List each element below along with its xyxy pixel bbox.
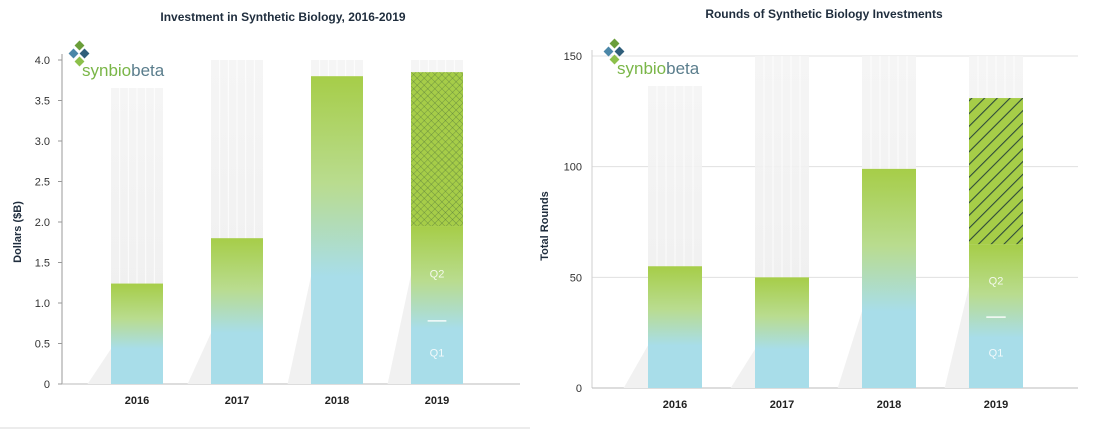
- bar-shadow: [287, 276, 311, 384]
- q1-label: Q1: [430, 347, 445, 359]
- bar-projected-hatch: [411, 72, 463, 227]
- y-tick-label: 1.5: [35, 258, 50, 270]
- q1-label: Q1: [989, 348, 1004, 360]
- x-tick-label: 2019: [984, 399, 1008, 411]
- bar-2016: [111, 283, 163, 384]
- bar-2018: [311, 76, 363, 384]
- right-y-axis-label: Total Rounds: [539, 191, 551, 260]
- left-y-axis-label: Dollars ($B): [12, 201, 24, 263]
- bar-2017: [211, 238, 263, 384]
- bar-projected-hatch: [969, 98, 1023, 245]
- bar-shadow: [187, 332, 211, 384]
- y-tick-label: 1.0: [35, 298, 50, 310]
- y-tick-label: 2.5: [35, 177, 50, 189]
- right-chart: Rounds of Synthetic Biology Investments …: [539, 7, 1078, 411]
- right-bars-layer: 2016 2017 2018 Q2 Q1 2019: [623, 56, 1023, 411]
- q2-label: Q2: [989, 276, 1004, 288]
- left-logo: synbiobeta: [68, 40, 165, 80]
- bar-shadow: [730, 349, 755, 388]
- bar-2019: [411, 226, 463, 384]
- bar-shadow: [837, 311, 862, 388]
- x-tick-label: 2019: [425, 395, 449, 407]
- left-chart-title: Investment in Synthetic Biology, 2016-20…: [160, 10, 406, 24]
- logo-word-beta: beta: [666, 59, 700, 78]
- svg-text:synbiobeta: synbiobeta: [82, 61, 165, 80]
- right-logo: synbiobeta: [603, 38, 700, 78]
- y-tick-label: 50: [570, 272, 582, 284]
- y-tick-label: 2.0: [35, 217, 50, 229]
- bar-shadow: [87, 348, 111, 384]
- y-tick-label: 3.0: [35, 136, 50, 148]
- x-tick-label: 2016: [125, 395, 149, 407]
- bar-2017: [755, 277, 809, 388]
- q2-label: Q2: [430, 268, 445, 280]
- y-tick-label: 100: [564, 162, 582, 174]
- svg-text:synbiobeta: synbiobeta: [617, 59, 700, 78]
- x-tick-label: 2017: [225, 395, 249, 407]
- right-chart-title: Rounds of Synthetic Biology Investments: [705, 7, 943, 21]
- left-chart: Investment in Synthetic Biology, 2016-20…: [12, 10, 520, 407]
- bar-shadow: [944, 286, 969, 388]
- left-bars-layer: 2016 2017 2018 Q2 Q1 2019: [87, 60, 463, 407]
- logo-word-synbio: synbio: [617, 59, 666, 78]
- y-tick-label: 4.0: [35, 55, 50, 67]
- x-tick-label: 2016: [663, 399, 687, 411]
- y-tick-label: 150: [564, 51, 582, 63]
- bar-shadow: [623, 345, 648, 388]
- logo-word-beta: beta: [131, 61, 165, 80]
- x-tick-label: 2018: [325, 395, 349, 407]
- y-tick-label: 0: [44, 379, 50, 391]
- x-tick-label: 2018: [877, 399, 901, 411]
- y-tick-label: 3.5: [35, 96, 50, 108]
- bar-2016: [648, 266, 702, 388]
- bar-2019: [969, 244, 1023, 388]
- logo-word-synbio: synbio: [82, 61, 131, 80]
- synbiobeta-logo-icon: [603, 38, 625, 65]
- x-tick-label: 2017: [770, 399, 794, 411]
- y-tick-label: 0.5: [35, 339, 50, 351]
- bar-shadow: [387, 274, 411, 384]
- y-tick-label: 0: [576, 383, 582, 395]
- bar-2018: [862, 168, 916, 388]
